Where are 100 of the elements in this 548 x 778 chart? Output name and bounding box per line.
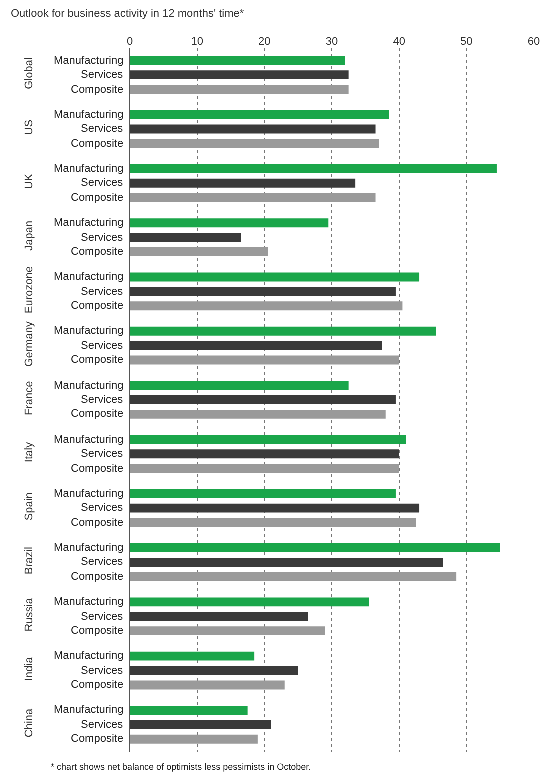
text: Services	[81, 123, 124, 135]
y-tick-label: France	[24, 381, 36, 416]
text: Services	[81, 340, 124, 352]
y-tick-label: Brazil	[24, 547, 36, 575]
text: Composite	[71, 246, 124, 258]
bar	[130, 612, 308, 622]
bar	[130, 598, 370, 607]
bar	[130, 302, 403, 311]
y-tick-label: Eurozone	[24, 266, 36, 314]
y-tick-label: China	[24, 708, 36, 738]
bar	[130, 720, 272, 730]
y-tick-label: Russia	[24, 597, 36, 632]
text: Manufacturing	[54, 434, 124, 446]
text: Manufacturing	[54, 704, 124, 716]
bar	[130, 287, 396, 296]
bar	[130, 248, 268, 256]
bar	[130, 178, 356, 188]
y-tick-label: Italy	[24, 442, 36, 463]
bar	[130, 356, 400, 365]
x-tick-label: 60	[528, 36, 540, 48]
y-tick-label: India	[24, 656, 36, 682]
y-tick-label: US	[24, 120, 36, 136]
bar	[130, 652, 255, 661]
text: Composite	[71, 571, 124, 583]
chart-title: Outlook for business activity in 12 months' time*	[10, 8, 245, 20]
text: Manufacturing	[54, 325, 124, 337]
bar	[130, 435, 406, 444]
text: * chart shows net balance of optimists less pessimists in October.	[51, 762, 312, 772]
text: Composite	[71, 192, 124, 204]
text: Manufacturing	[54, 163, 124, 175]
bar	[130, 504, 420, 513]
bar	[130, 381, 349, 390]
y-tick-label: Spain	[24, 492, 36, 521]
x-tick-label: 30	[326, 36, 338, 48]
x-tick-label: 20	[258, 36, 271, 48]
bar	[130, 518, 416, 528]
text: Services	[81, 394, 124, 406]
x-tick-label: 10	[191, 36, 204, 48]
y-tick-label: Japan	[24, 220, 36, 251]
text: Manufacturing	[54, 596, 124, 608]
text: Composite	[71, 354, 124, 366]
bar	[130, 85, 349, 94]
text: Composite	[71, 138, 124, 150]
text: Manufacturing	[54, 380, 124, 392]
text: Composite	[71, 733, 124, 745]
bar	[130, 164, 497, 174]
bar	[130, 341, 382, 350]
bar	[130, 706, 248, 715]
text: Services	[81, 286, 124, 298]
series-label: Services	[81, 69, 124, 81]
bar	[130, 193, 376, 202]
text: Composite	[71, 408, 124, 420]
text: Services	[81, 719, 124, 731]
bar	[130, 233, 242, 242]
bar	[130, 56, 346, 66]
bar	[130, 218, 329, 228]
y-tick-label: Germany	[24, 321, 36, 367]
bar	[130, 110, 390, 120]
bar	[130, 272, 420, 282]
bar	[130, 410, 386, 419]
text: Manufacturing	[54, 109, 124, 121]
bar	[130, 124, 376, 134]
bar	[130, 464, 400, 474]
bar	[130, 326, 436, 336]
text: Composite	[71, 625, 124, 637]
text: Manufacturing	[54, 542, 124, 554]
bar	[130, 572, 457, 582]
text: Manufacturing	[54, 271, 124, 283]
text: Services	[81, 177, 124, 189]
text: Services	[81, 665, 124, 677]
bar	[130, 544, 500, 552]
bar	[130, 734, 258, 744]
text: Services	[81, 611, 124, 623]
bar	[130, 139, 380, 148]
text: Services	[81, 556, 124, 568]
bar	[130, 489, 396, 498]
text: Services	[81, 502, 124, 514]
bar	[130, 666, 298, 676]
text: Composite	[71, 300, 124, 312]
bar	[130, 626, 326, 636]
text: Composite	[71, 463, 124, 475]
x-tick-label: 0	[126, 36, 134, 48]
series-label: Manufacturing	[54, 55, 124, 67]
text: Manufacturing	[54, 650, 124, 662]
bar	[130, 70, 349, 80]
bar	[130, 450, 400, 459]
bar	[130, 558, 444, 567]
text: Manufacturing	[54, 217, 124, 229]
y-tick-label: Global	[24, 58, 36, 90]
text: Services	[81, 232, 124, 244]
text: Services	[81, 448, 124, 460]
x-tick-label: 40	[393, 36, 406, 48]
y-tick-label: UK	[24, 173, 36, 190]
text: Composite	[71, 679, 124, 691]
bar	[130, 396, 396, 404]
bar	[130, 680, 285, 690]
text: Manufacturing	[54, 488, 124, 500]
text: Composite	[71, 517, 124, 529]
series-label: Composite	[71, 84, 124, 96]
x-tick-label: 50	[460, 36, 473, 48]
